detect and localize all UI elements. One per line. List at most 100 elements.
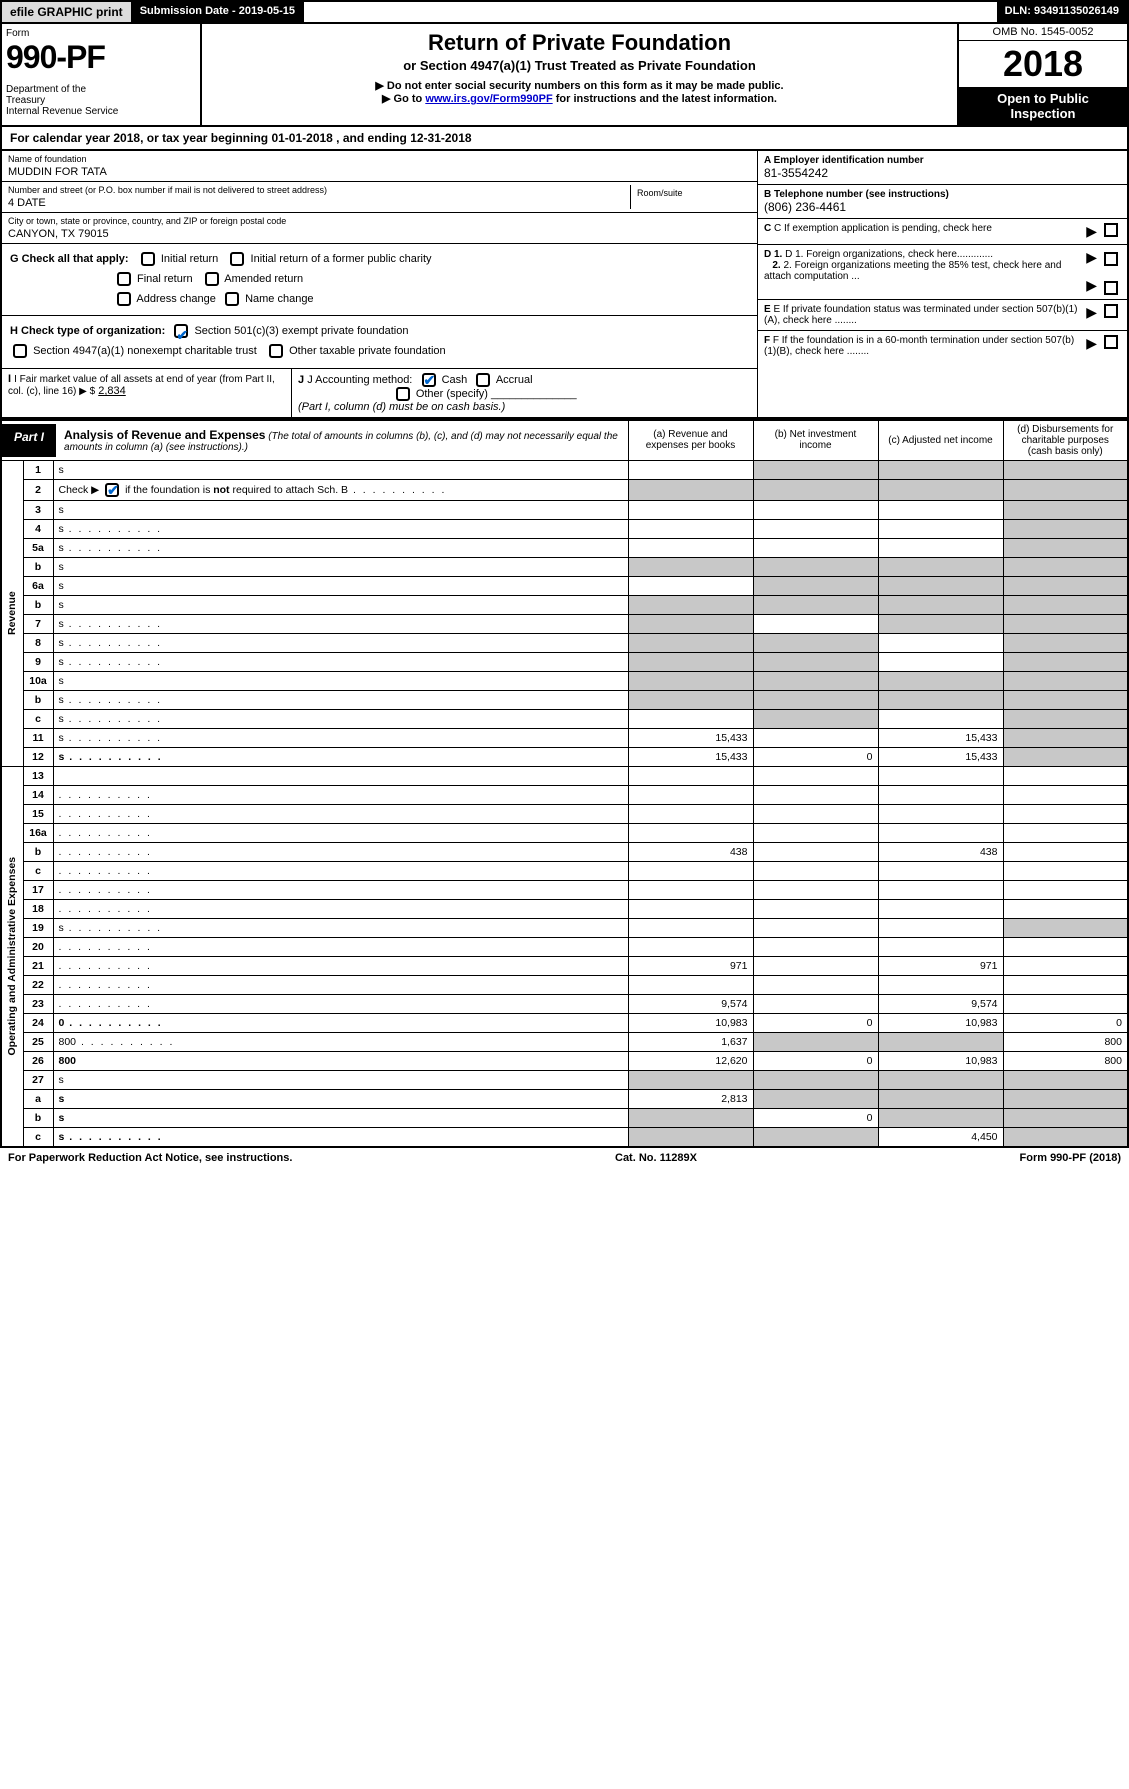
table-row: 3s	[1, 500, 1128, 519]
line-description: s	[53, 671, 628, 690]
line-description: s	[53, 519, 628, 538]
line-description	[53, 937, 628, 956]
j-label: J Accounting method:	[307, 374, 412, 386]
line-description: 800	[53, 1032, 628, 1051]
instr2-post: for instructions and the latest informat…	[553, 93, 777, 105]
value-cell	[628, 671, 753, 690]
cash-label: Cash	[442, 374, 468, 386]
c-checkbox[interactable]	[1104, 223, 1118, 237]
j-note: (Part I, column (d) must be on cash basi…	[298, 401, 505, 413]
foundation-name: MUDDIN FOR TATA	[8, 166, 751, 178]
line-number: 16a	[23, 823, 53, 842]
value-cell	[878, 460, 1003, 479]
line-description	[53, 880, 628, 899]
ein-label: A Employer identification number	[764, 155, 924, 166]
line-number: 27	[23, 1070, 53, 1089]
value-cell: 10,983	[878, 1013, 1003, 1032]
table-row: bs	[1, 595, 1128, 614]
form-word: Form	[6, 28, 196, 39]
value-cell	[1003, 956, 1128, 975]
d2-label: 2. Foreign organizations meeting the 85%…	[764, 260, 1061, 282]
value-cell	[1003, 709, 1128, 728]
sub-date-label: Submission Date -	[140, 5, 239, 17]
sch-b-checkbox[interactable]	[105, 483, 119, 497]
amended-return-checkbox[interactable]	[205, 272, 219, 286]
line-number: a	[23, 1089, 53, 1108]
value-cell	[1003, 823, 1128, 842]
initial-former-checkbox[interactable]	[230, 252, 244, 266]
table-row: cs	[1, 709, 1128, 728]
501c3-checkbox[interactable]	[174, 324, 188, 338]
table-row: 15	[1, 804, 1128, 823]
line-description	[53, 766, 628, 785]
line-number: b	[23, 595, 53, 614]
open-to-public: Open to Public Inspection	[959, 87, 1127, 125]
ein-cell: A Employer identification number 81-3554…	[758, 151, 1127, 185]
value-cell	[628, 633, 753, 652]
f-checkbox[interactable]	[1104, 335, 1118, 349]
value-cell	[878, 652, 1003, 671]
value-cell	[628, 937, 753, 956]
value-cell	[628, 500, 753, 519]
value-cell	[753, 614, 878, 633]
cash-checkbox[interactable]	[422, 373, 436, 387]
value-cell: 438	[878, 842, 1003, 861]
accrual-checkbox[interactable]	[476, 373, 490, 387]
address-change-checkbox[interactable]	[117, 292, 131, 306]
value-cell	[628, 880, 753, 899]
irs-link[interactable]: www.irs.gov/Form990PF	[425, 93, 552, 105]
i-cell: I I Fair market value of all assets at e…	[2, 369, 292, 417]
room-label: Room/suite	[637, 188, 745, 198]
part1-title: Analysis of Revenue and Expenses	[64, 428, 265, 442]
d2-checkbox[interactable]	[1104, 281, 1118, 295]
footer-left: For Paperwork Reduction Act Notice, see …	[8, 1152, 292, 1164]
phone-value: (806) 236-4461	[764, 200, 846, 214]
table-row: 7s	[1, 614, 1128, 633]
part1-tab: Part I	[2, 424, 56, 457]
section-label: Revenue	[1, 460, 23, 766]
table-row: bs	[1, 557, 1128, 576]
value-cell	[628, 614, 753, 633]
value-cell	[878, 899, 1003, 918]
line-number: 14	[23, 785, 53, 804]
initial-return-checkbox[interactable]	[141, 252, 155, 266]
final-return-checkbox[interactable]	[117, 272, 131, 286]
table-row: bs	[1, 690, 1128, 709]
accrual-label: Accrual	[496, 374, 533, 386]
footer-right: Form 990-PF (2018)	[1020, 1152, 1122, 1164]
efile-print-button[interactable]: efile GRAPHIC print	[2, 2, 132, 22]
value-cell	[1003, 519, 1128, 538]
line-number: 19	[23, 918, 53, 937]
part1-header: Part I Analysis of Revenue and Expenses …	[2, 424, 628, 457]
value-cell	[1003, 937, 1128, 956]
line-number: b	[23, 690, 53, 709]
value-cell: 15,433	[628, 747, 753, 766]
other-taxable-checkbox[interactable]	[269, 344, 283, 358]
value-cell	[1003, 1108, 1128, 1127]
initial-return-label: Initial return	[161, 253, 218, 265]
e-checkbox[interactable]	[1104, 304, 1118, 318]
value-cell: 438	[628, 842, 753, 861]
4947-checkbox[interactable]	[13, 344, 27, 358]
part1-desc: Analysis of Revenue and Expenses (The to…	[56, 424, 627, 457]
line-description: s	[53, 633, 628, 652]
name-change-checkbox[interactable]	[225, 292, 239, 306]
phone-cell: B Telephone number (see instructions) (8…	[758, 185, 1127, 219]
other-method-checkbox[interactable]	[396, 387, 410, 401]
value-cell	[878, 690, 1003, 709]
h-label: H Check type of organization:	[10, 325, 165, 337]
value-cell	[1003, 576, 1128, 595]
d1-checkbox[interactable]	[1104, 252, 1118, 266]
dln-value: 93491135026149	[1034, 5, 1119, 17]
line-description: Check ▶ if the foundation is not require…	[53, 479, 628, 500]
g-label: G Check all that apply:	[10, 253, 129, 265]
phone-label: B Telephone number (see instructions)	[764, 189, 949, 200]
value-cell	[753, 500, 878, 519]
value-cell: 1,637	[628, 1032, 753, 1051]
line-description: s	[53, 595, 628, 614]
table-row: as2,813	[1, 1089, 1128, 1108]
line-description	[53, 994, 628, 1013]
value-cell	[1003, 479, 1128, 500]
e-label: E If private foundation status was termi…	[764, 304, 1078, 326]
city-label: City or town, state or province, country…	[8, 216, 751, 226]
